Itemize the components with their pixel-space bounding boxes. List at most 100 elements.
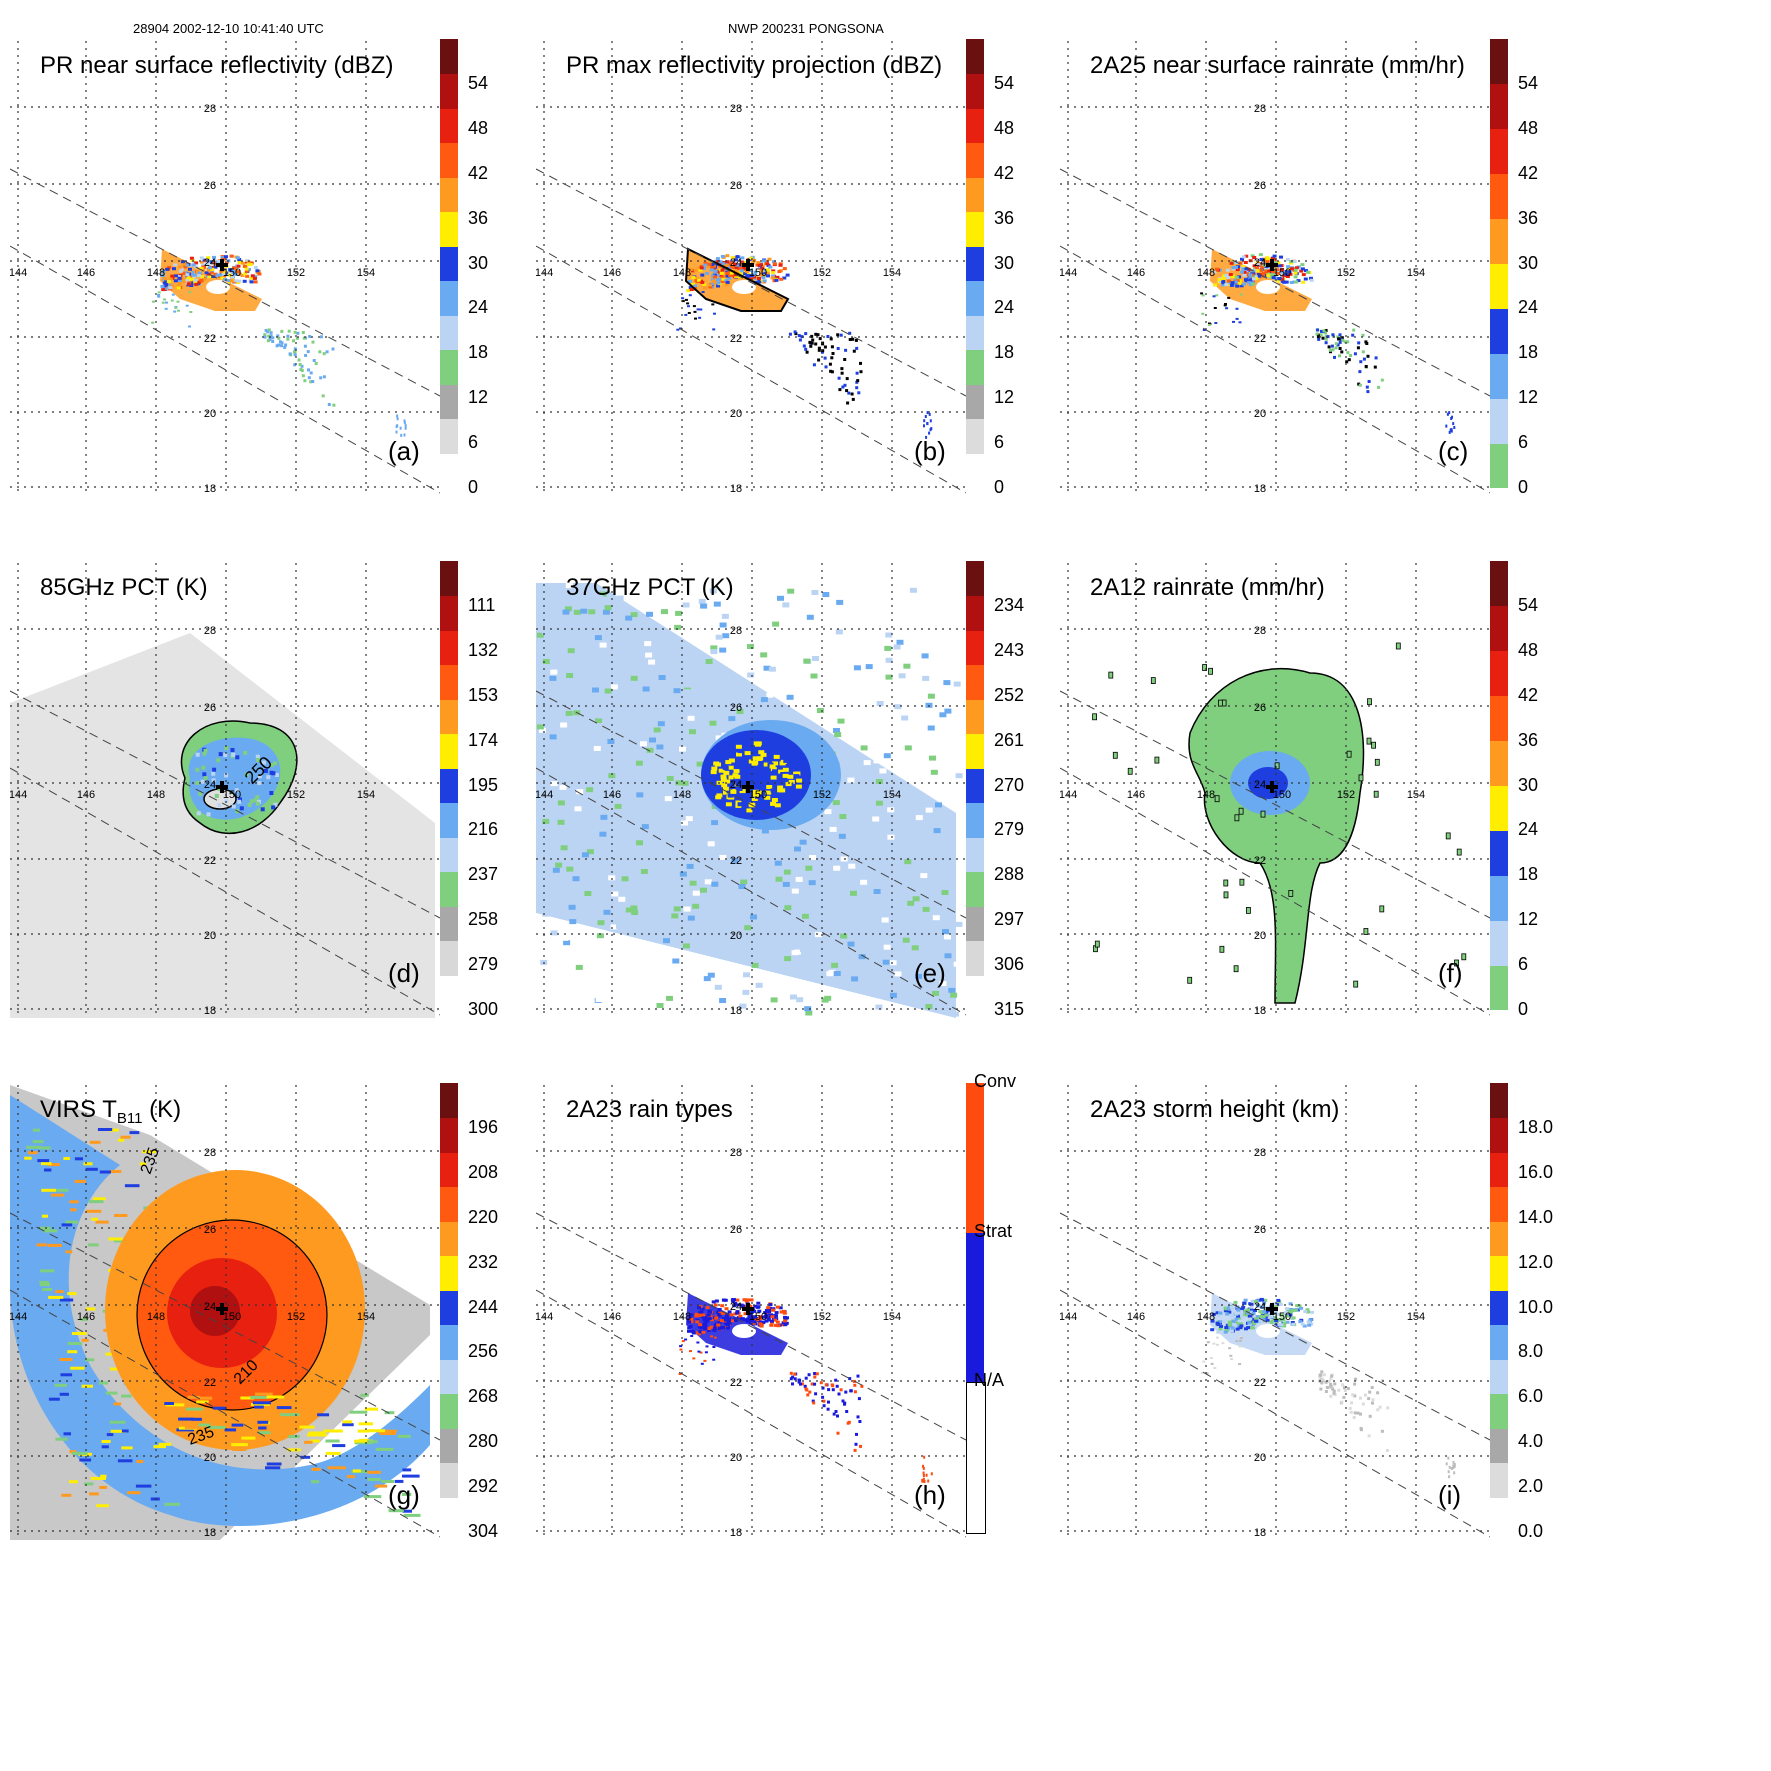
rain-pixel xyxy=(717,1308,722,1311)
rain-pixel xyxy=(817,358,821,362)
colorbar-label: 256 xyxy=(468,1341,499,1362)
band-pixel xyxy=(266,1409,278,1413)
tb-pixel xyxy=(608,875,616,881)
rain-pixel xyxy=(163,277,168,281)
colorbar-segment xyxy=(440,940,458,976)
lon-label: 144 xyxy=(536,267,553,279)
rain-pixel xyxy=(725,254,730,258)
colorbar-label: 111 xyxy=(468,594,496,615)
colorbar: 0 6 12 18 24 30 36 42 48 54 xyxy=(440,36,500,497)
tb-pixel xyxy=(752,792,759,797)
tb-pixel xyxy=(536,724,544,730)
rain-pixel xyxy=(727,1317,732,1321)
rain-pixel xyxy=(734,1318,738,1322)
rain-pixel xyxy=(749,1316,754,1320)
rain-pixel xyxy=(768,265,773,269)
rain-pixel xyxy=(1213,307,1217,309)
rain-pixel xyxy=(734,274,739,278)
rain-pixel xyxy=(834,1410,838,1413)
rain-pixel xyxy=(1234,280,1238,284)
rain-pixel xyxy=(1271,276,1276,280)
rain-pixel xyxy=(715,257,720,261)
tb-pixel xyxy=(739,1003,747,1009)
rain-pixel xyxy=(1452,1466,1455,1470)
colorbar-segment xyxy=(966,630,984,666)
tb-pixel xyxy=(782,602,790,608)
band-pixel xyxy=(191,1417,202,1421)
lon-label: 148 xyxy=(673,789,691,801)
lon-label: 146 xyxy=(77,1311,95,1323)
rain-pixel xyxy=(1351,333,1355,337)
tb-pixel xyxy=(195,767,200,772)
tb-pixel xyxy=(770,788,777,793)
rain-pixel xyxy=(728,274,733,277)
rain-pixel xyxy=(1357,341,1361,345)
rain-pixel xyxy=(797,1378,801,1382)
swath-fill xyxy=(686,1293,788,1355)
tb-pixel xyxy=(872,816,880,822)
rain-pixel xyxy=(240,261,245,265)
rain-pixel xyxy=(923,1480,926,1483)
rain-pixel xyxy=(157,294,161,296)
colorbar-segment xyxy=(440,1359,458,1395)
rain-pixel xyxy=(694,277,699,280)
rain-pixel xyxy=(1256,1315,1261,1319)
tb-pixel xyxy=(804,830,811,836)
rain-pixel xyxy=(1291,1322,1296,1326)
colorbar-segment xyxy=(440,906,458,942)
tb-pixel xyxy=(887,807,895,813)
rain-pixel xyxy=(1341,1383,1345,1387)
rain-pixel xyxy=(710,274,715,278)
rain-pixel xyxy=(1359,1412,1362,1416)
tb-pixel xyxy=(783,758,790,763)
tb-pixel xyxy=(710,645,718,651)
tb-pixel xyxy=(818,734,826,740)
swath-edge-line xyxy=(536,168,966,397)
rain-pixel xyxy=(1288,889,1294,897)
rain-pixel xyxy=(395,430,398,434)
rain-pixel xyxy=(1256,263,1261,267)
rain-pixel xyxy=(1289,281,1294,284)
tb-pixel xyxy=(201,765,206,770)
rain-pixel xyxy=(831,352,835,355)
rain-pixel xyxy=(1231,1319,1236,1323)
rain-pixel xyxy=(853,1383,857,1387)
rain-pixel xyxy=(724,1307,729,1311)
tb-pixel xyxy=(614,803,622,809)
rain-pixel xyxy=(1244,254,1249,258)
rain-pixel xyxy=(1226,276,1231,280)
tb-pixel xyxy=(728,716,736,722)
band-pixel xyxy=(39,1146,51,1150)
rain-pixel xyxy=(1371,741,1377,749)
lat-label: 22 xyxy=(730,855,742,867)
tb-pixel xyxy=(740,879,748,885)
rain-pixel xyxy=(813,1375,817,1379)
band-pixel xyxy=(85,1167,98,1171)
rain-pixel xyxy=(838,388,842,392)
rain-pixel xyxy=(752,1309,757,1313)
rain-pixel xyxy=(1251,1311,1256,1315)
tb-pixel xyxy=(670,797,678,803)
band-pixel xyxy=(231,1423,244,1427)
rain-pixel xyxy=(319,376,323,380)
rain-pixel xyxy=(174,306,178,309)
rain-pixel xyxy=(1238,261,1243,265)
tb-pixel xyxy=(721,783,728,788)
lat-label: 22 xyxy=(204,333,216,345)
rain-pixel xyxy=(1288,1302,1293,1306)
tb-pixel xyxy=(778,769,785,774)
band-pixel xyxy=(100,1474,107,1478)
rain-pixel xyxy=(1337,337,1341,341)
rain-pixel xyxy=(709,1325,714,1329)
lon-label: 154 xyxy=(883,267,901,279)
tb-pixel xyxy=(263,769,268,773)
rain-pixel xyxy=(775,275,780,279)
colorbar-segment xyxy=(440,733,458,769)
tb-pixel xyxy=(541,629,549,635)
rain-pixel xyxy=(151,321,155,324)
rain-pixel xyxy=(176,284,181,288)
tb-pixel xyxy=(592,687,599,693)
rain-pixel xyxy=(1259,258,1264,261)
